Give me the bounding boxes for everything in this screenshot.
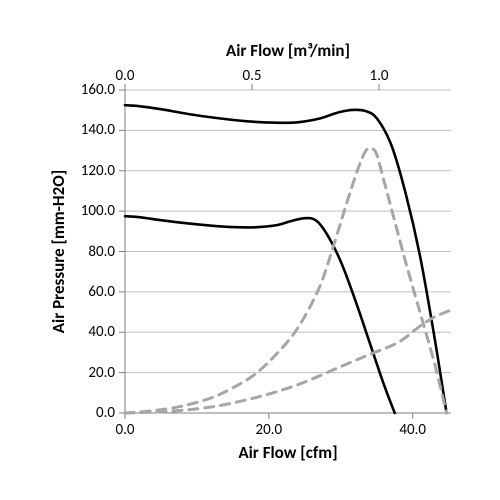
y-tick-label: 60.0 bbox=[88, 283, 115, 301]
plot-area bbox=[125, 90, 451, 413]
x-bottom-tick-label: 0.0 bbox=[116, 421, 135, 439]
fan-curve-chart: Air Flow [m³/min] Air Flow [cfm] Air Pre… bbox=[0, 0, 500, 500]
series-efficiency-low bbox=[125, 310, 451, 413]
y-tick-label: 120.0 bbox=[81, 162, 115, 180]
y-tick-label: 20.0 bbox=[88, 364, 115, 382]
series-pressure-low bbox=[125, 216, 395, 413]
series-pressure-high bbox=[125, 105, 447, 413]
y-axis-label: Air Pressure [mm-H2O] bbox=[48, 90, 69, 413]
y-tick-label: 100.0 bbox=[81, 202, 115, 220]
y-tick-label: 40.0 bbox=[88, 323, 115, 341]
x-bottom-tick-label: 40.0 bbox=[399, 421, 426, 439]
plot-svg bbox=[125, 90, 451, 413]
bottom-x-axis-label: Air Flow [cfm] bbox=[125, 442, 451, 463]
y-tick-label: 80.0 bbox=[88, 243, 115, 261]
x-top-tick-label: 0.5 bbox=[243, 67, 262, 85]
top-x-axis-label: Air Flow [m³/min] bbox=[125, 40, 451, 61]
y-tick-label: 0.0 bbox=[96, 404, 115, 422]
series-efficiency-high bbox=[125, 148, 447, 413]
x-bottom-tick-label: 20.0 bbox=[256, 421, 283, 439]
y-tick-label: 140.0 bbox=[81, 121, 115, 139]
y-tick-label: 160.0 bbox=[81, 81, 115, 99]
x-top-tick-label: 0.0 bbox=[116, 67, 135, 85]
x-top-tick-label: 1.0 bbox=[370, 67, 389, 85]
